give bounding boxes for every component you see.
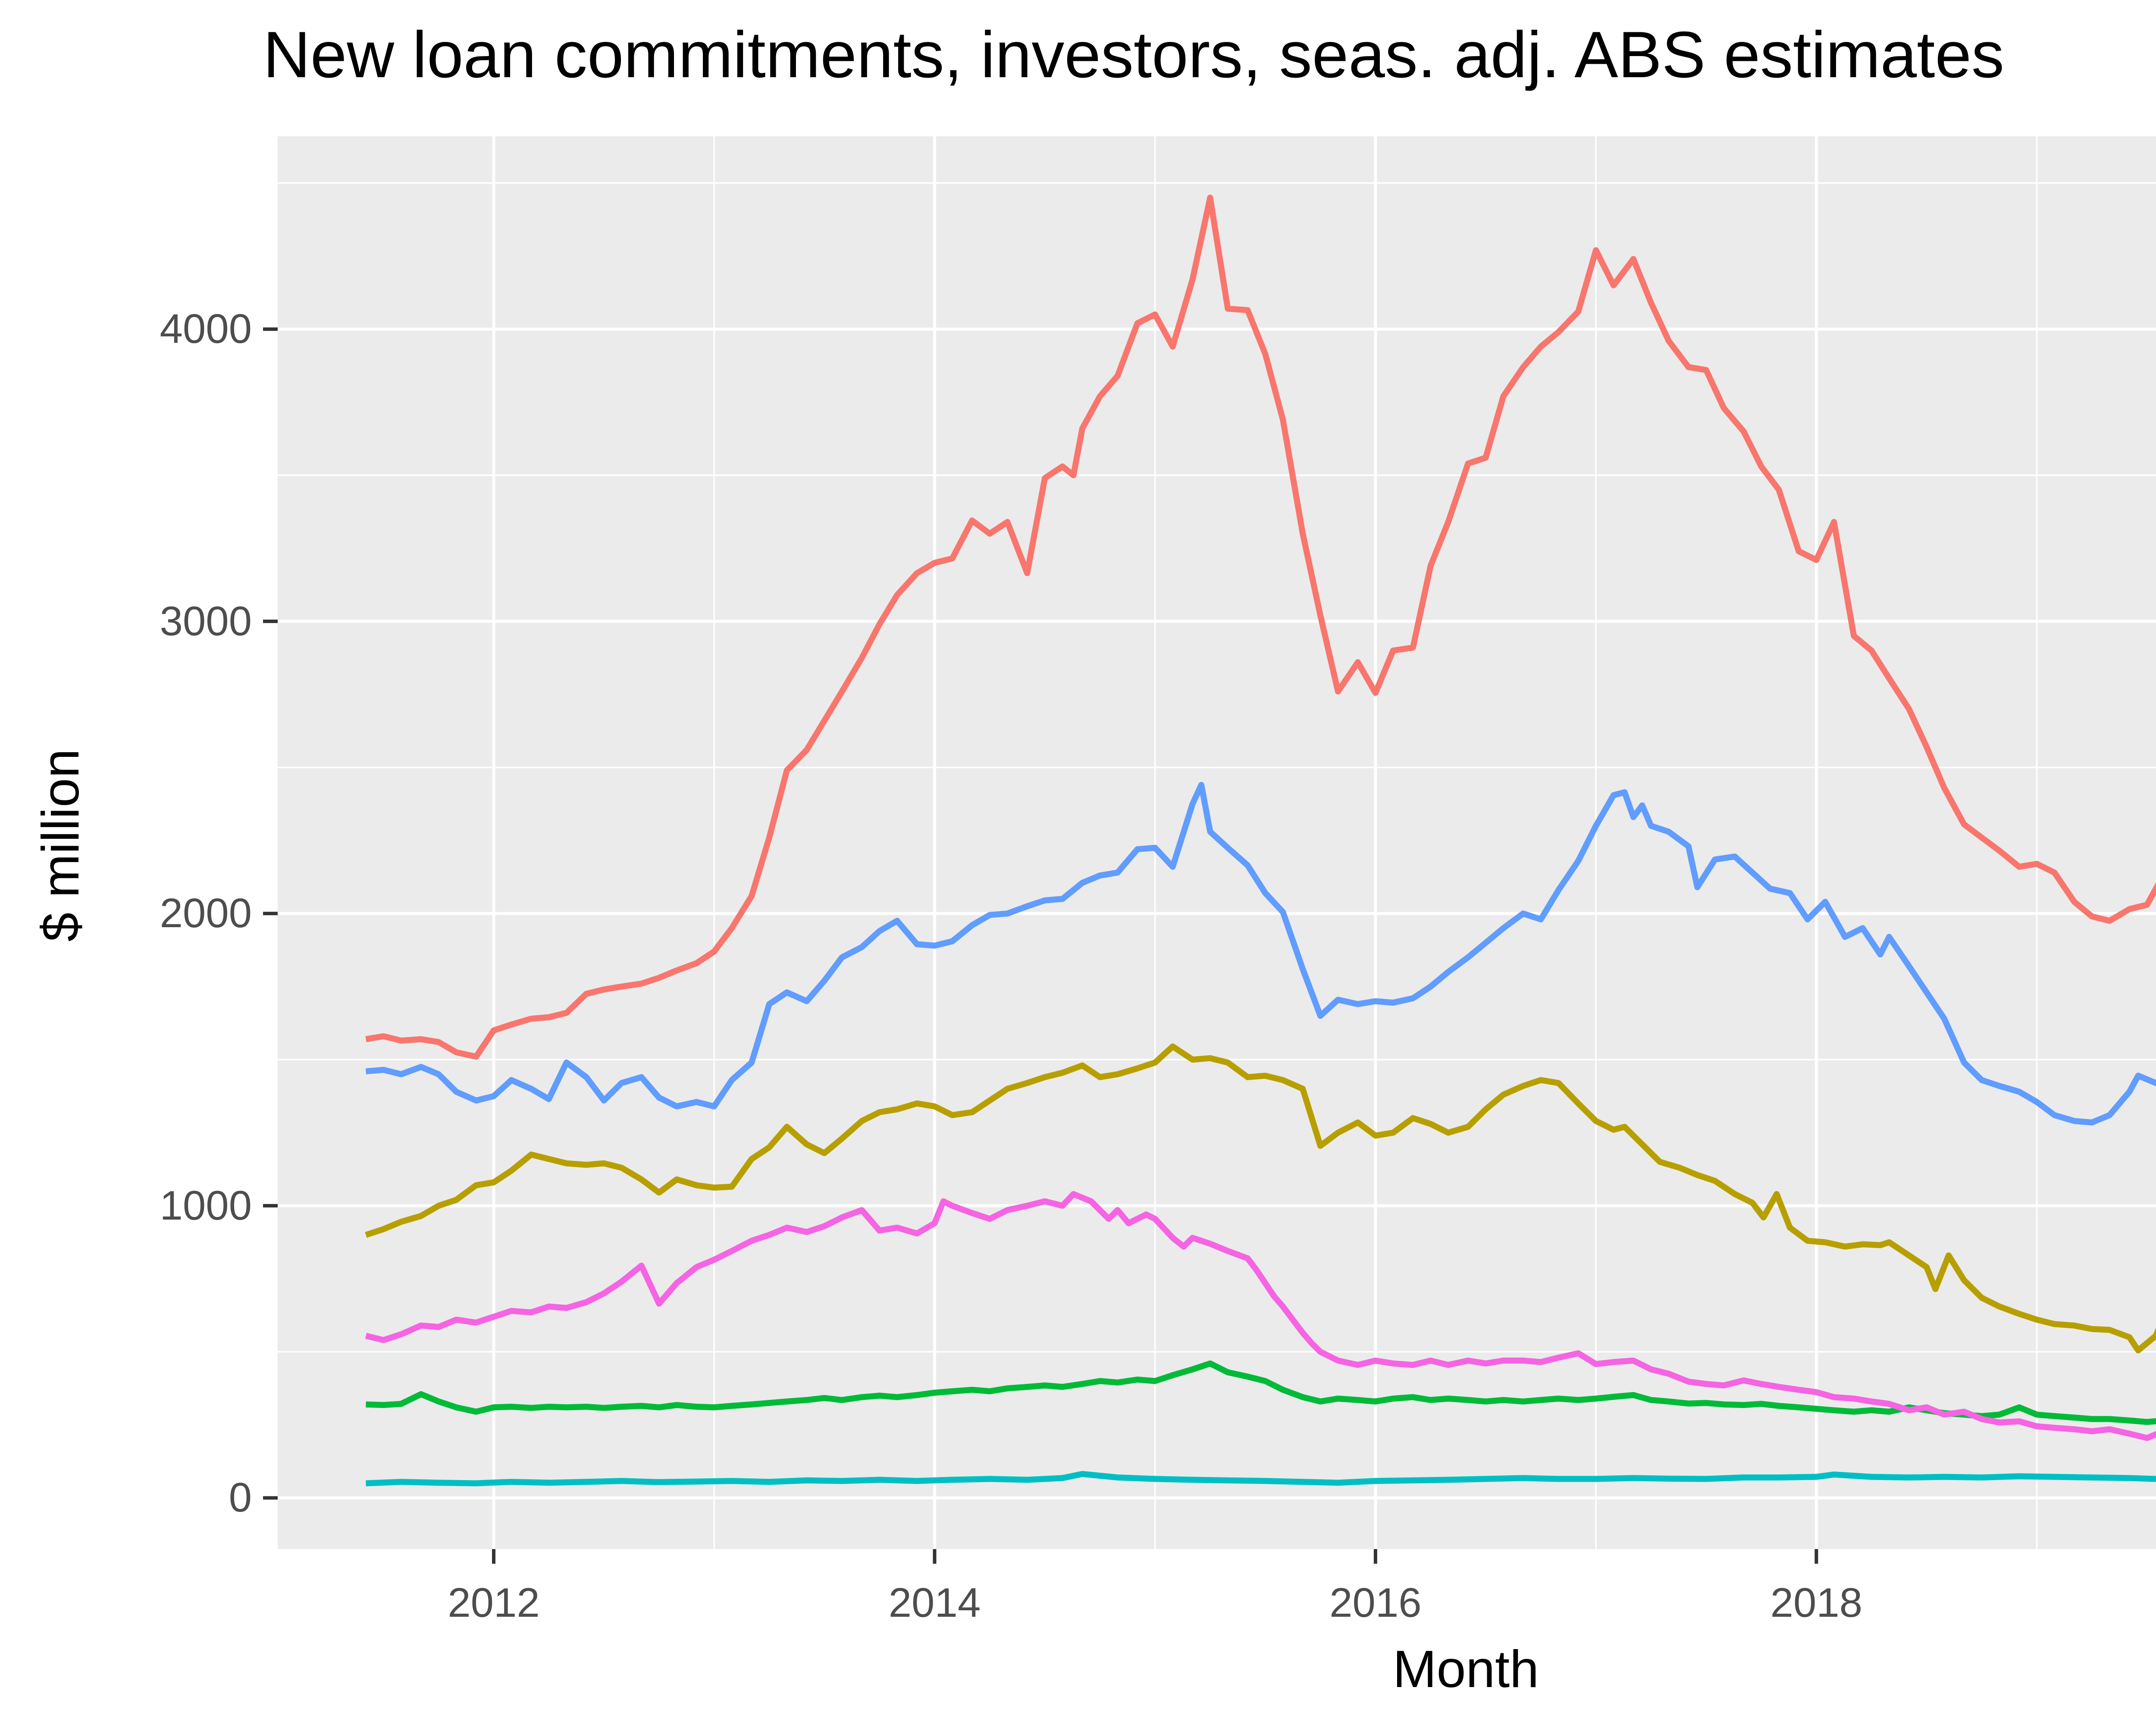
series-line-sa xyxy=(366,1360,2156,1425)
x-axis-title: Month xyxy=(1392,1640,1539,1698)
x-tick-label: 2016 xyxy=(1329,1580,1422,1626)
y-tick-label: 0 xyxy=(229,1474,252,1521)
x-tick-label: 2012 xyxy=(448,1580,540,1626)
y-tick-label: 1000 xyxy=(160,1182,252,1229)
plot-panel xyxy=(278,136,2156,1549)
series-line-victoria xyxy=(365,782,2156,1126)
series-line-wa xyxy=(365,1191,2156,1441)
x-tick-label: 2014 xyxy=(888,1580,981,1626)
x-tick-label: 2018 xyxy=(1770,1580,1863,1626)
y-tick-label: 4000 xyxy=(160,306,252,352)
chart-title: New loan commitments, investors, seas. a… xyxy=(263,18,2005,91)
y-axis-title: $ million xyxy=(31,749,90,942)
y-tick-label: 3000 xyxy=(160,598,252,644)
x-tick-label: 2020 xyxy=(2150,1579,2156,1627)
series-line-nsw xyxy=(365,194,2156,1060)
series-line-tasmania xyxy=(366,1471,2156,1487)
series-line-queensland xyxy=(365,1043,2156,1354)
y-tick-label: 2000 xyxy=(160,890,252,937)
